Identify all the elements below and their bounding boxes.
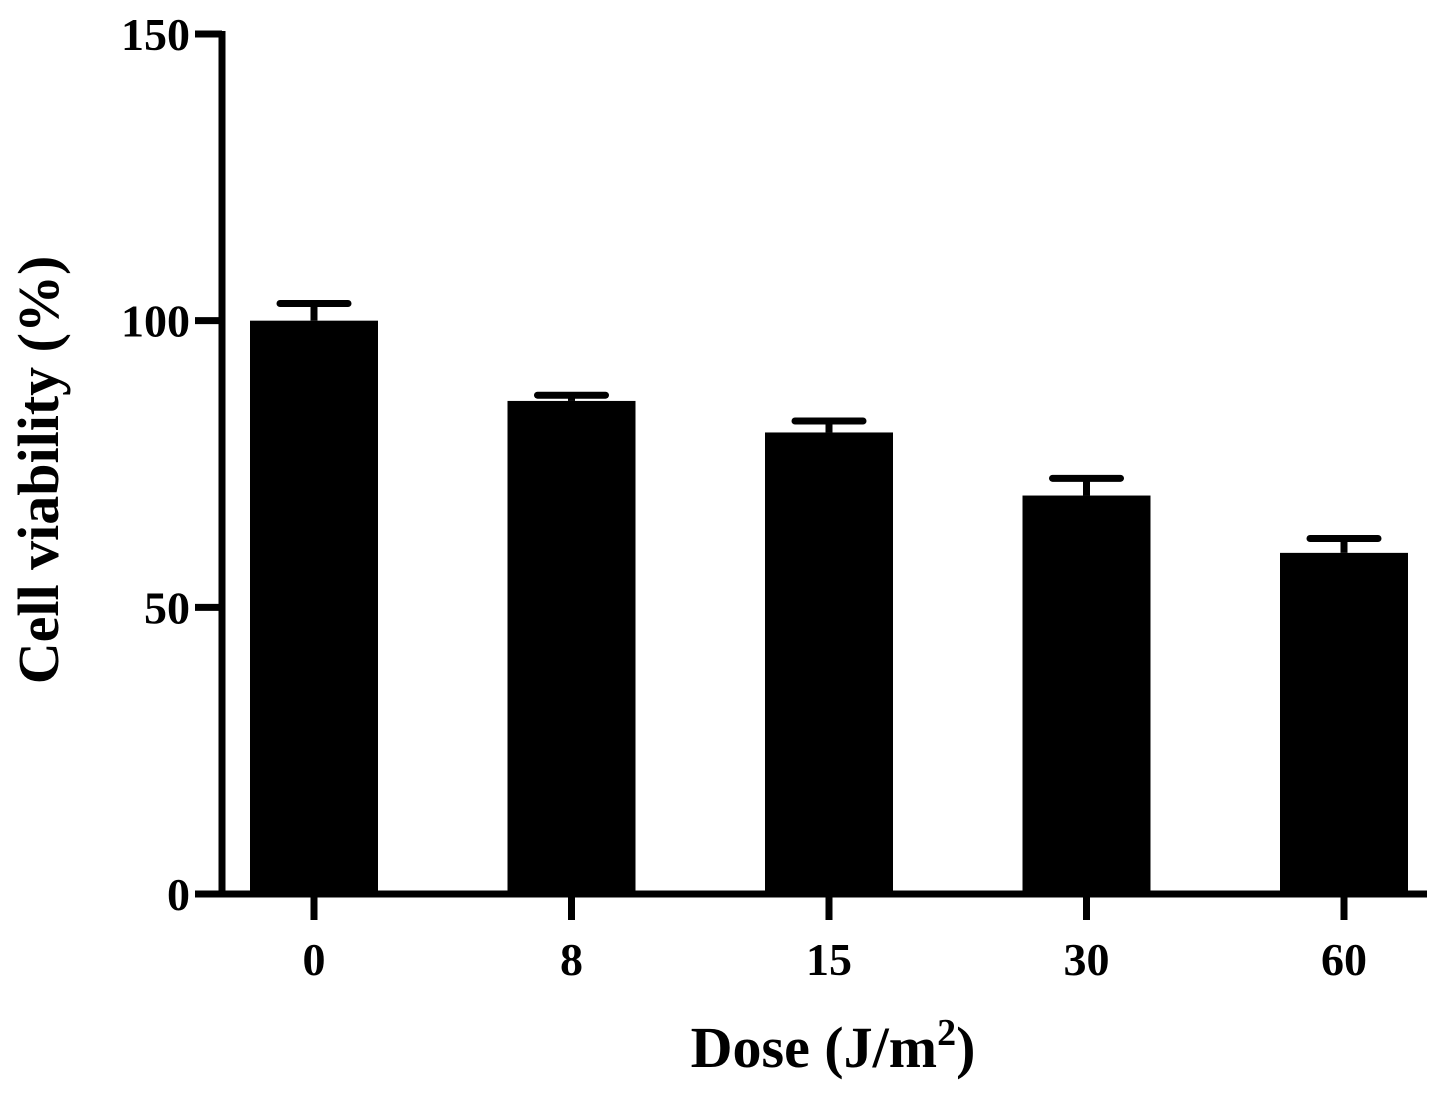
x-tick-label: 15 <box>806 934 852 985</box>
y-tick-label: 100 <box>121 296 190 347</box>
x-tick-label: 30 <box>1064 934 1110 985</box>
y-ticks-group: 0 50 100 150 <box>121 9 222 920</box>
x-axis-label-suffix: ) <box>956 1015 975 1080</box>
bar <box>250 320 378 895</box>
x-tick-label: 0 <box>303 934 326 985</box>
y-tick-label: 150 <box>121 9 190 60</box>
x-axis-label: Dose (J/m2) <box>691 1012 976 1080</box>
bar <box>1280 552 1408 894</box>
x-tick-label: 8 <box>560 934 583 985</box>
x-ticks-group: 0 8 15 30 60 <box>303 894 1367 985</box>
y-tick-label: 0 <box>167 869 190 920</box>
bar <box>765 432 893 894</box>
bar <box>1022 495 1151 894</box>
error-bars-group <box>276 299 1382 553</box>
y-axis-label: Cell viability (%) <box>6 256 71 685</box>
bars-group <box>250 320 1408 895</box>
x-axis-label-superscript: 2 <box>937 1012 956 1054</box>
bar <box>507 400 636 894</box>
x-tick-label: 60 <box>1321 934 1367 985</box>
y-tick-label: 50 <box>144 582 190 633</box>
x-axis-label-main: Dose (J/m <box>691 1015 937 1080</box>
